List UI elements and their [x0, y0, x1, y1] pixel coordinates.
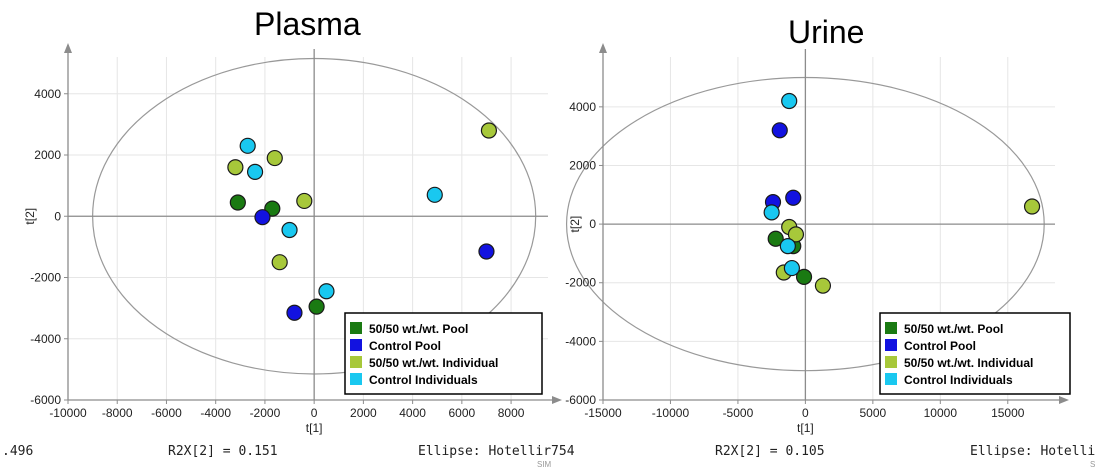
plasma-point-control-individuals [239, 137, 256, 154]
urine-x-axis-arrow [1059, 396, 1069, 404]
plasma-x-tick-label: 4000 [399, 406, 426, 420]
urine-y-tick-label: -6000 [565, 393, 596, 407]
urine-title: Urine [788, 14, 865, 50]
plasma-point-control-individuals [246, 163, 264, 180]
urine-y-tick-label: 2000 [569, 158, 596, 172]
plasma-x-tick-label: 6000 [448, 406, 475, 420]
plasma-legend-label: 50/50 wt./wt. Individual [369, 356, 498, 370]
plasma-y-tick-label: 2000 [34, 148, 61, 162]
urine-y-tick-label: 0 [589, 217, 596, 231]
urine-y-tick-label: -2000 [565, 276, 596, 290]
urine-legend-swatch [885, 339, 897, 351]
plasma-point-pool-5050 [308, 298, 325, 315]
plasma-point-pool-5050 [229, 194, 246, 211]
plasma-point-control-pool [254, 209, 271, 226]
plasma-left-footer: .496 [2, 444, 34, 459]
urine-x-tick-label: -5000 [723, 406, 754, 420]
urine-x-tick-label: -15000 [584, 406, 622, 420]
urine-x-tick-label: 0 [802, 406, 809, 420]
urine-legend-swatch [885, 322, 897, 334]
urine-legend-box [879, 312, 1071, 395]
plasma-x-axis-label: t[1] [306, 421, 323, 435]
urine-x-tick-label: 5000 [859, 406, 886, 420]
urine-r2x-footer: R2X[2] = 0.105 [715, 444, 825, 459]
plasma-x-tick-label: 8000 [498, 406, 525, 420]
plasma-y-tick-label: -4000 [30, 332, 61, 346]
plasma-x-tick-label: -2000 [250, 406, 281, 420]
urine-x-tick-label: 10000 [924, 406, 958, 420]
plasma-y-tick-label: -2000 [30, 271, 61, 285]
urine-y-tick-label: 4000 [569, 100, 596, 114]
urine-legend-label: 50/50 wt./wt. Individual [904, 356, 1033, 370]
plasma-legend-swatch [350, 322, 362, 334]
plasma-x-tick-label: 2000 [350, 406, 377, 420]
plasma-legend-label: Control Pool [369, 339, 441, 353]
urine-x-tick-label: 15000 [991, 406, 1025, 420]
plasma-point-individual-5050 [227, 159, 244, 176]
plasma-point-control-pool [478, 243, 495, 260]
plasma-x-tick-label: 0 [311, 406, 318, 420]
urine-legend-label: Control Individuals [904, 373, 1013, 387]
urine-legend-swatch [885, 373, 897, 385]
urine-sub-footer: S [1090, 460, 1096, 469]
plasma-x-tick-label: -10000 [49, 406, 87, 420]
urine-point-individual-5050 [787, 226, 805, 243]
plasma-legend-swatch [350, 356, 362, 368]
plasma-point-individual-5050 [296, 192, 313, 210]
plasma-r2x-footer: R2X[2] = 0.151 [168, 444, 278, 459]
urine-y-tick-label: -4000 [565, 334, 596, 348]
urine-x-axis-label: t[1] [797, 421, 814, 435]
urine-point-control-individuals [783, 259, 800, 277]
urine-point-control-individuals [781, 92, 798, 110]
urine-point-pool-5050 [795, 268, 813, 285]
urine-ellipse-footer: Ellipse: Hotelli [970, 444, 1096, 459]
urine-point-control-individuals [763, 204, 780, 221]
plasma-y-axis-arrow [64, 43, 72, 53]
urine-y-axis-arrow [599, 43, 607, 53]
plasma-y-tick-label: 4000 [34, 87, 61, 101]
plasma-y-tick-label: -6000 [30, 393, 61, 407]
plasma-legend-swatch [350, 373, 362, 385]
plasma-legend-box [344, 312, 543, 395]
plasma-plot: -10000 -8000 -6000 -4000 -2000 0 2000 4000 6000 8… [23, 43, 562, 435]
urine-point-individual-5050 [814, 277, 832, 294]
plasma-point-control-individuals [426, 186, 443, 203]
plasma-x-tick-label: -8000 [102, 406, 133, 420]
urine-plot: -15000 -10000 -5000 0 5000 10000 15000 -6000 -40… [565, 43, 1071, 435]
plasma-x-axis-arrow [552, 396, 562, 404]
plasma-legend-label: Control Individuals [369, 373, 478, 387]
plasma-legend-swatch [350, 339, 362, 351]
plasma-y-axis-label: t[2] [23, 208, 37, 225]
urine-point-control-pool [785, 189, 802, 206]
urine-point-pool-5050 [767, 230, 784, 247]
plasma-ellipse-footer: Ellipse: Hotellir754 [418, 444, 575, 459]
plasma-legend: 50/50 wt./wt. Pool Control Pool 50/50 wt./… [344, 312, 543, 395]
urine-y-axis-label: t[2] [568, 216, 582, 233]
plasma-legend-label: 50/50 wt./wt. Pool [369, 322, 468, 336]
plasma-title: Plasma [254, 6, 361, 42]
urine-legend: 50/50 wt./wt. Pool Control Pool 50/50 wt./… [879, 312, 1071, 395]
plasma-point-individual-5050 [266, 149, 283, 167]
plasma-point-control-individuals [318, 283, 335, 300]
urine-point-control-pool [771, 122, 788, 139]
urine-legend-label: 50/50 wt./wt. Pool [904, 322, 1003, 336]
urine-x-tick-label: -10000 [652, 406, 690, 420]
urine-point-individual-5050 [1023, 198, 1041, 215]
plasma-point-individual-5050 [480, 122, 498, 139]
plasma-y-tick-label: 0 [54, 209, 61, 223]
plasma-point-individual-5050 [271, 254, 288, 271]
plasma-point-control-individuals [281, 221, 298, 239]
urine-point-control-individuals [779, 237, 796, 255]
plasma-x-tick-label: -6000 [151, 406, 182, 420]
urine-legend-label: Control Pool [904, 339, 976, 353]
urine-legend-swatch [885, 356, 897, 368]
plasma-point-control-pool [286, 304, 303, 321]
plasma-x-tick-label: -4000 [200, 406, 231, 420]
plasma-sub-footer: SIM [537, 460, 552, 469]
